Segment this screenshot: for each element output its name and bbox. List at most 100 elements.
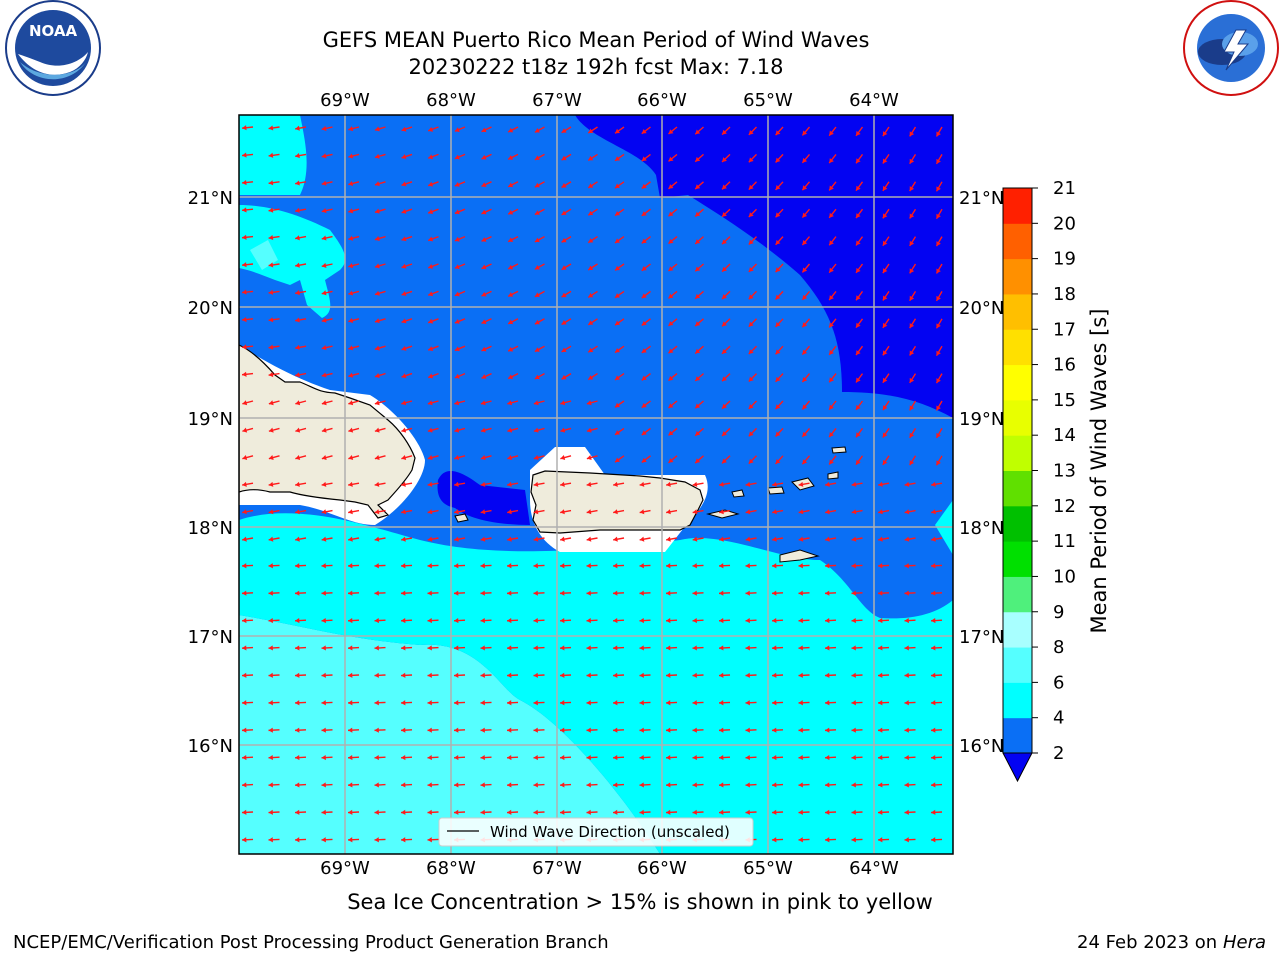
wind-wave-arrowhead: [561, 320, 567, 325]
wind-wave-arrowhead: [401, 700, 406, 706]
wind-wave-arrowhead: [321, 617, 326, 624]
wind-wave-arrowhead: [825, 536, 830, 542]
wind-wave-arrowhead: [348, 180, 354, 186]
colorbar-under-triangle: [1002, 752, 1033, 783]
wind-wave-arrowhead: [641, 183, 647, 189]
wind-wave-arrowhead: [401, 400, 407, 406]
wind-wave-arrowhead: [295, 372, 300, 378]
wind-wave-arrowhead: [588, 155, 594, 161]
wind-wave-arrowhead: [401, 208, 407, 214]
wind-wave-arrowhead: [588, 375, 594, 380]
wind-wave-arrowhead: [321, 208, 327, 214]
wind-wave-arrowhead: [775, 239, 781, 245]
wind-wave-arrowhead: [722, 376, 727, 382]
wind-wave-arrowhead: [904, 672, 909, 678]
wind-wave-arrowhead: [802, 267, 808, 273]
wind-wave-arrowhead: [561, 265, 567, 270]
wind-wave-arrowhead: [348, 727, 353, 733]
wind-wave-arrowhead: [745, 509, 751, 515]
wind-wave-arrowhead: [480, 481, 486, 487]
wind-wave-arrowhead: [745, 563, 750, 569]
wind-wave-arrowhead: [508, 319, 514, 325]
wind-wave-arrowhead: [268, 727, 273, 733]
wind-wave-arrowhead: [295, 672, 300, 678]
wind-wave-arrowhead: [481, 127, 487, 133]
wind-wave-arrowhead: [719, 809, 724, 815]
wind-wave-arrowhead: [613, 727, 618, 733]
wind-wave-arrowhead: [586, 809, 591, 815]
wind-wave-arrowhead: [481, 154, 487, 160]
wind-wave-arrowhead: [454, 346, 460, 352]
wind-wave-arrowhead: [454, 590, 459, 596]
wind-wave-arrowhead: [829, 404, 834, 410]
wind-wave-arrowhead: [508, 209, 514, 215]
wind-wave-arrowhead: [268, 234, 274, 241]
wind-wave-arrowhead: [427, 617, 432, 624]
wind-wave-arrowhead: [454, 481, 459, 487]
colorbar-tick-label: 18: [1053, 284, 1076, 305]
wind-wave-arrowhead: [666, 590, 671, 596]
wind-wave-arrowhead: [856, 130, 861, 136]
wind-wave-arrowhead: [588, 238, 594, 243]
map-legend: Wind Wave Direction (unscaled): [438, 817, 754, 847]
field-4-6s: [239, 513, 953, 854]
wind-wave-arrowhead: [856, 350, 861, 356]
wind-wave-arrowhead: [427, 481, 433, 487]
wind-wave-arrowhead: [904, 509, 910, 515]
wind-wave-arrowhead: [748, 239, 754, 245]
wind-wave-arrowhead: [931, 590, 936, 596]
wind-wave-arrowhead: [348, 263, 354, 269]
wind-wave-arrowhead: [719, 782, 724, 788]
wind-wave-arrowhead: [507, 536, 512, 542]
wind-wave-arrowhead: [348, 590, 353, 596]
wind-wave-arrowhead: [936, 268, 941, 274]
colorbar-swatch: [1003, 293, 1032, 330]
wind-wave-arrowhead: [772, 700, 777, 706]
wind-wave-arrowhead: [586, 754, 591, 761]
wind-wave-arrowhead: [374, 153, 380, 159]
wind-wave-arrowhead: [904, 563, 909, 569]
wind-wave-arrowhead: [775, 322, 781, 327]
wind-wave-arrowhead: [802, 377, 808, 382]
wind-wave-arrowhead: [829, 212, 834, 218]
wind-wave-arrowhead: [321, 153, 327, 159]
wind-wave-arrowhead: [507, 481, 512, 487]
wind-wave-arrowhead: [909, 240, 915, 246]
wind-wave-arrowhead: [878, 563, 883, 569]
wind-wave-arrowhead: [480, 427, 486, 433]
lon-label-bottom: 65°W: [743, 858, 793, 879]
wind-wave-arrowhead: [829, 240, 834, 246]
wind-wave-arrowhead: [936, 295, 941, 301]
wind-wave-arrowhead: [374, 563, 379, 569]
wind-wave-arrowhead: [748, 157, 754, 163]
wind-wave-arrowhead: [401, 782, 406, 788]
wind-wave-arrowhead: [533, 536, 539, 542]
wind-wave-arrowhead: [825, 782, 830, 788]
wind-wave-arrowhead: [856, 267, 861, 273]
wind-wave-arrowhead: [295, 837, 300, 843]
wind-wave-arrowhead: [798, 754, 803, 761]
wind-wave-arrowhead: [374, 400, 380, 406]
wind-wave-arrowhead: [295, 509, 300, 515]
wind-wave-arrowhead: [242, 645, 247, 651]
wind-wave-arrowhead: [295, 809, 300, 815]
lon-label-top: 65°W: [743, 90, 793, 111]
map-area: [239, 115, 953, 854]
wind-wave-arrowhead: [348, 645, 353, 651]
wind-wave-arrowhead: [508, 155, 514, 160]
wind-wave-arrowhead: [748, 212, 754, 218]
wind-wave-arrowhead: [802, 157, 808, 163]
wind-wave-arrowhead: [772, 782, 777, 788]
wind-wave-arrowhead: [374, 290, 380, 296]
wind-wave-arrowhead: [295, 727, 300, 733]
wind-wave-arrowhead: [401, 427, 407, 433]
wind-wave-arrowhead: [909, 350, 915, 356]
wind-wave-arrowhead: [321, 345, 327, 351]
wind-wave-arrowhead: [533, 700, 538, 706]
wind-wave-arrowhead: [798, 617, 803, 624]
wind-wave-arrowhead: [268, 455, 274, 461]
wind-wave-arrowhead: [507, 782, 512, 788]
wind-wave-arrowhead: [454, 427, 460, 433]
colorbar-tick-label: 9: [1053, 602, 1064, 623]
wind-wave-arrowhead: [745, 809, 750, 815]
